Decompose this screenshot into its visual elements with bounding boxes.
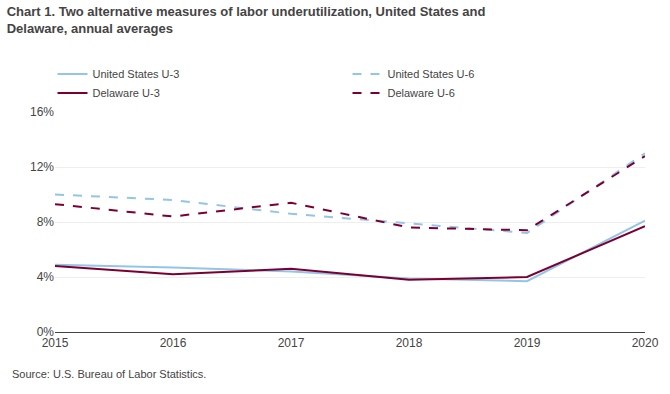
svg-text:16%: 16% (30, 105, 54, 119)
svg-text:Chart 1. Two alternative measu: Chart 1. Two alternative measures of lab… (7, 4, 486, 36)
svg-text:2016: 2016 (160, 336, 187, 350)
svg-text:Source: U.S. Bureau of Labor S: Source: U.S. Bureau of Labor Statistics. (12, 368, 206, 380)
svg-text:Delaware U-3: Delaware U-3 (93, 87, 160, 99)
svg-text:2017: 2017 (278, 336, 305, 350)
svg-text:United States U-6: United States U-6 (388, 68, 475, 80)
svg-text:0%: 0% (37, 325, 55, 339)
svg-text:8%: 8% (37, 215, 55, 229)
svg-text:2020: 2020 (632, 336, 659, 350)
svg-text:2015: 2015 (42, 336, 69, 350)
svg-text:United States U-3: United States U-3 (93, 68, 180, 80)
svg-text:2019: 2019 (514, 336, 541, 350)
svg-text:2018: 2018 (396, 336, 423, 350)
svg-text:4%: 4% (37, 270, 55, 284)
svg-text:Delaware U-6: Delaware U-6 (388, 87, 455, 99)
svg-text:12%: 12% (30, 160, 54, 174)
